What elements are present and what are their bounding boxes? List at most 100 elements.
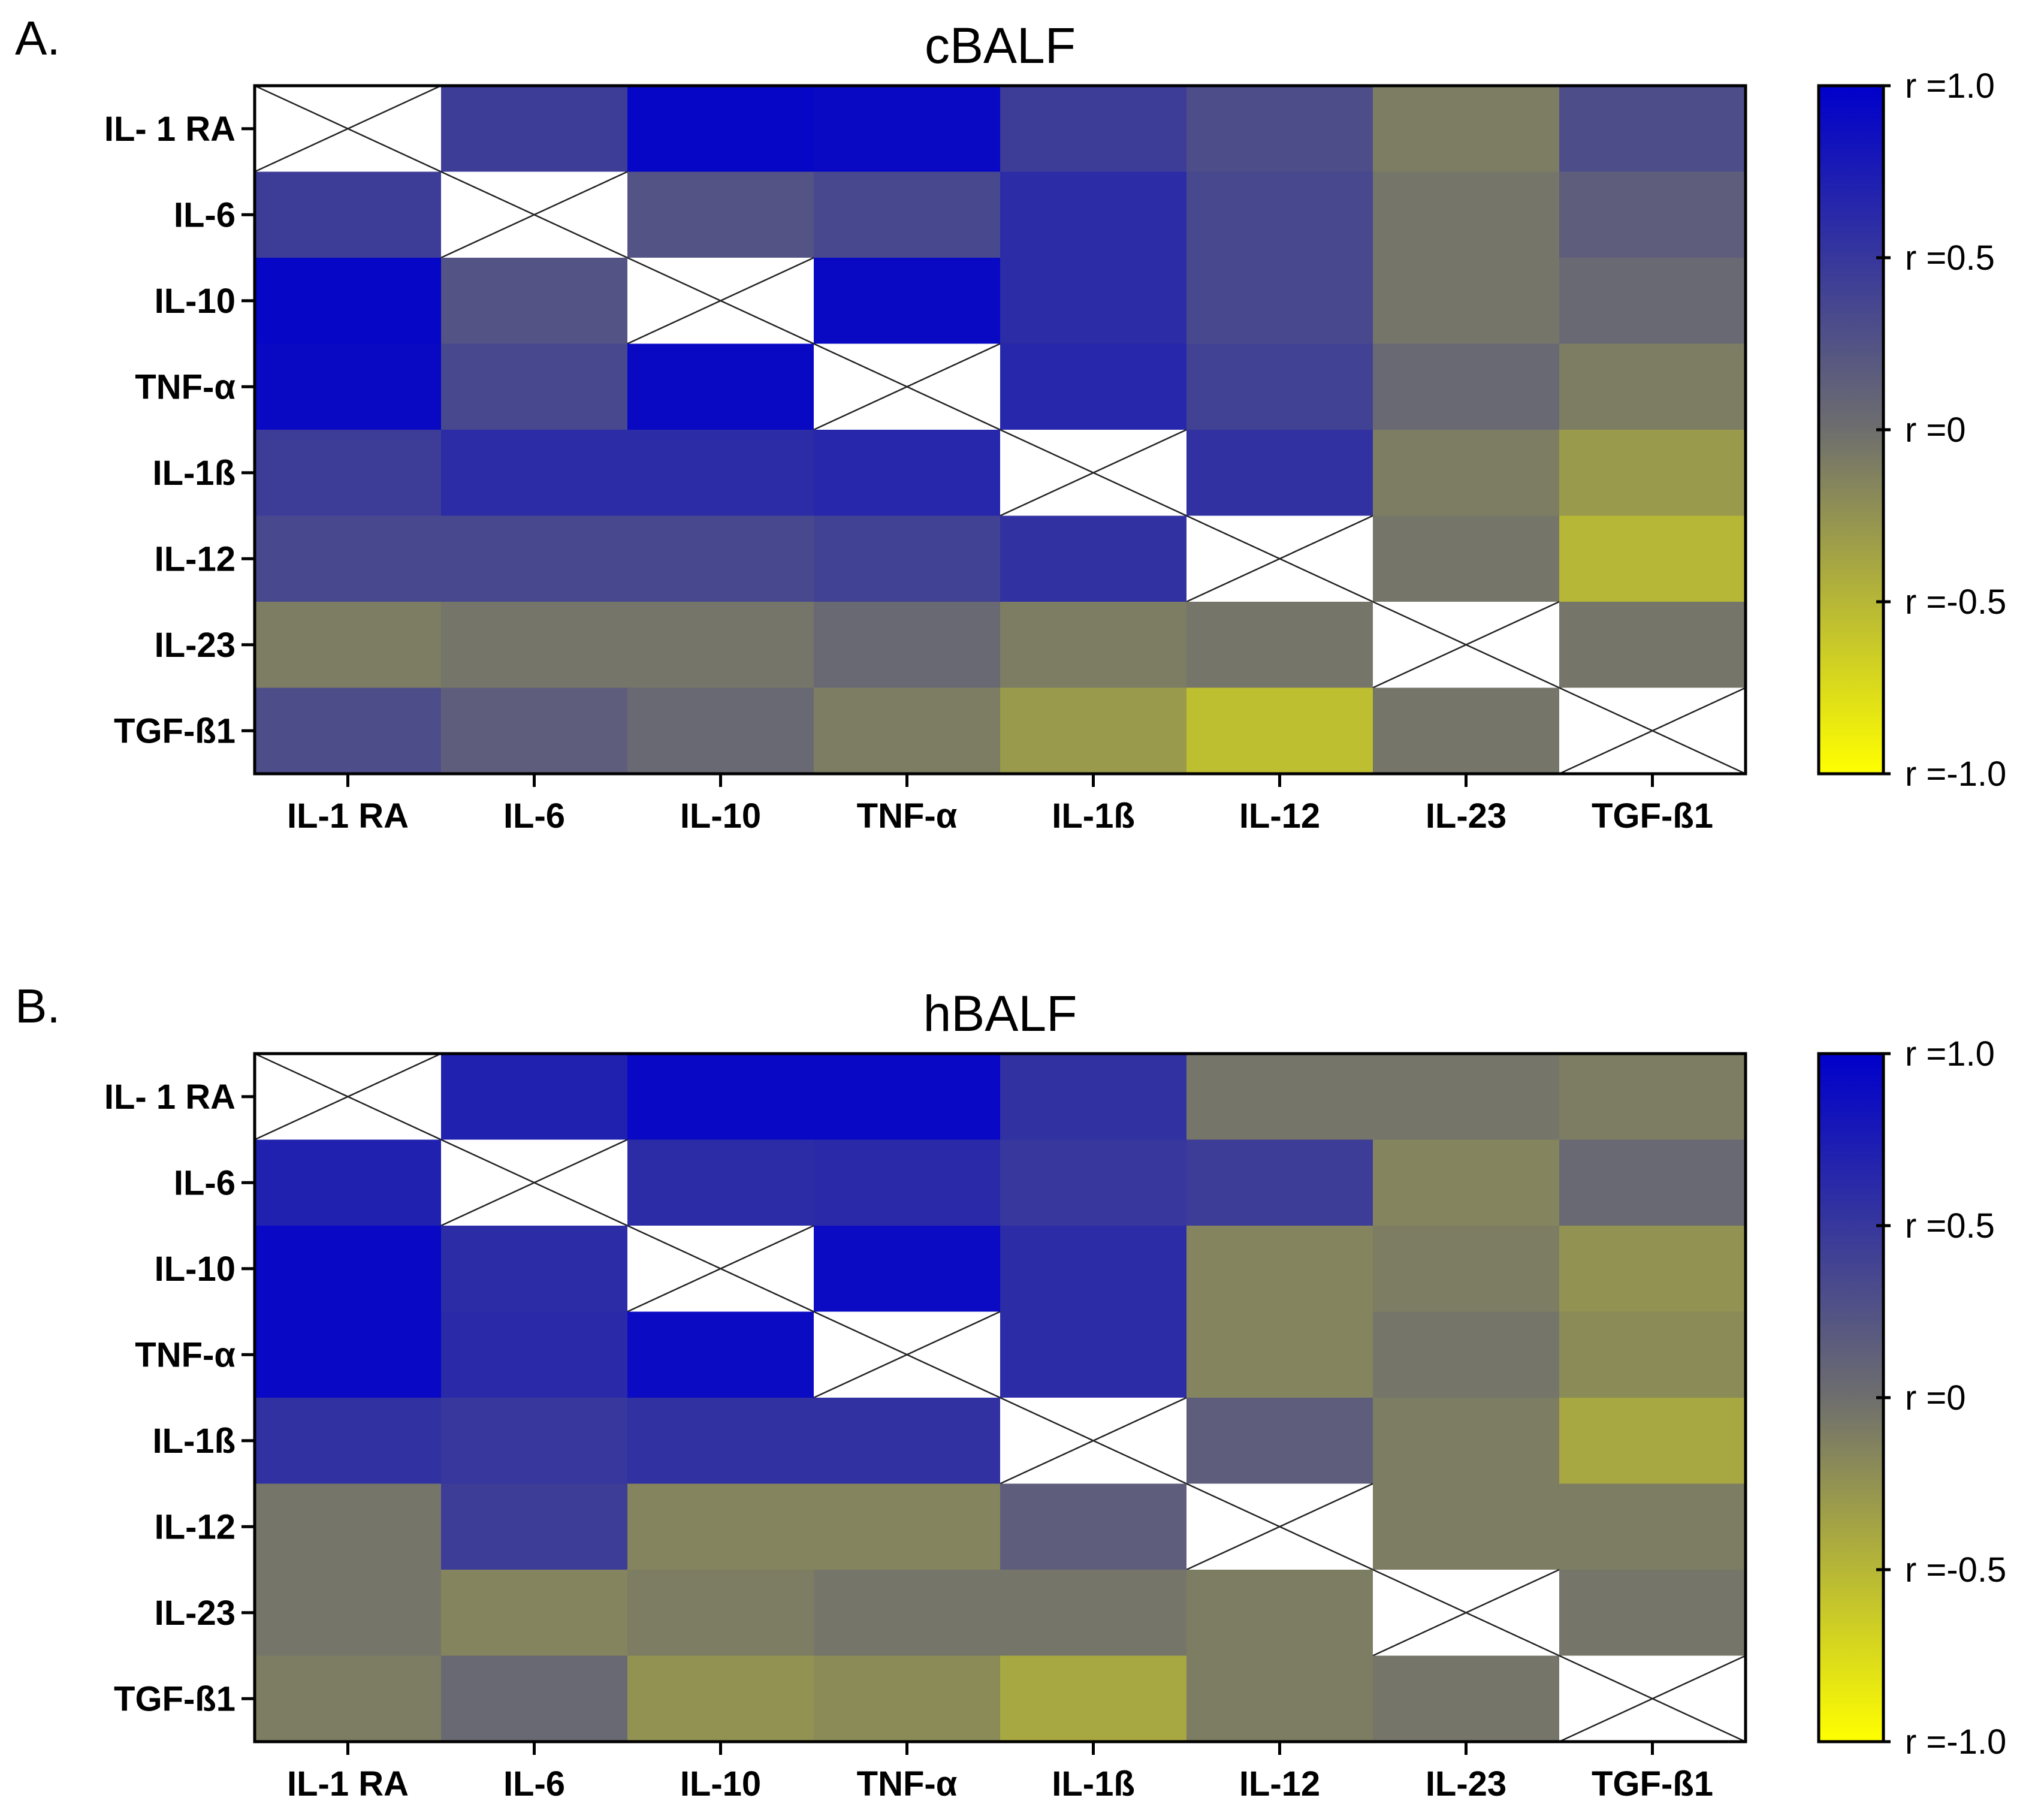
heatmap-cell <box>1559 171 1746 258</box>
heatmap-cell <box>255 1655 442 1742</box>
heatmap-cell <box>1373 1054 1560 1140</box>
heatmap-cell <box>1373 86 1560 172</box>
col-label: IL-12 <box>1239 797 1320 835</box>
col-label: IL-6 <box>503 1764 565 1803</box>
heatmap-cell <box>255 1226 442 1312</box>
colorbar-label: r =0.5 <box>1905 239 1995 277</box>
colorbar-label: r =1.0 <box>1905 1034 1995 1073</box>
heatmap-cell <box>814 1570 1001 1656</box>
row-label: IL-23 <box>155 626 236 665</box>
heatmap-cell <box>255 1311 442 1398</box>
heatmap-cell <box>1559 1226 1746 1312</box>
heatmap-cell <box>627 602 814 688</box>
heatmap-cell <box>814 1226 1001 1312</box>
heatmap-cell <box>255 687 442 774</box>
colorbar-label: r =1.0 <box>1905 67 1995 105</box>
diagonal-cross-line <box>627 257 814 345</box>
heatmap-cell <box>441 1570 628 1656</box>
heatmap-cell <box>441 86 628 172</box>
heatmap-cell <box>1559 602 1746 688</box>
heatmap-cell <box>814 1054 1001 1140</box>
diagonal-cross-line <box>254 1052 442 1141</box>
heatmap-cell <box>1186 86 1373 172</box>
col-label: TNF-α <box>857 1764 958 1803</box>
diagonal-cross-line <box>813 1311 1001 1399</box>
heatmap-cell <box>1373 1398 1560 1484</box>
colorbar <box>1817 1052 1885 1743</box>
heatmap-cell <box>1559 1311 1746 1398</box>
row-label: TNF-α <box>135 367 236 406</box>
heatmap-cell <box>814 171 1001 258</box>
heatmap-cell <box>627 1054 814 1140</box>
col-label: IL-10 <box>680 797 761 835</box>
heatmap-cell <box>814 687 1001 774</box>
heatmap-cell <box>814 430 1001 516</box>
heatmap-cell <box>441 515 628 602</box>
heatmap-cell <box>814 1398 1001 1484</box>
heatmap-cell <box>627 1311 814 1398</box>
row-label: TGF-ß1 <box>114 1679 236 1718</box>
heatmap-cell <box>1559 258 1746 344</box>
heatmap-cell <box>255 343 442 430</box>
heatmap-cell <box>627 86 814 172</box>
row-label: IL-6 <box>174 1163 236 1202</box>
heatmap-cell <box>627 687 814 774</box>
row-label: IL-1ß <box>152 1422 236 1461</box>
diagonal-cross-line <box>1186 1483 1373 1571</box>
col-label: IL-23 <box>1426 1764 1506 1803</box>
heatmap-cell <box>627 171 814 258</box>
diagonal-cross-line <box>440 171 628 259</box>
heatmap-cell <box>1186 1054 1373 1140</box>
row-label: IL-10 <box>155 282 236 321</box>
heatmap-cell <box>1559 430 1746 516</box>
heatmap-cell <box>1000 171 1187 258</box>
colorbar-label: r =-1.0 <box>1905 1722 2006 1761</box>
colorbar-label: r =0.5 <box>1905 1206 1995 1245</box>
row-label: TGF-ß1 <box>114 711 236 750</box>
row-label: IL- 1 RA <box>104 110 236 149</box>
heatmap-cell <box>1559 1139 1746 1226</box>
col-label: IL-6 <box>503 797 565 835</box>
heatmap-cell <box>1373 171 1560 258</box>
heatmap-cell <box>1559 86 1746 172</box>
heatmap-cell <box>1186 1655 1373 1742</box>
col-label: TGF-ß1 <box>1592 797 1713 835</box>
row-label: IL-12 <box>155 1507 236 1546</box>
heatmap-cell <box>441 1655 628 1742</box>
heatmap-cell <box>814 602 1001 688</box>
heatmap-cell <box>441 1311 628 1398</box>
heatmap-cell <box>1186 1311 1373 1398</box>
heatmap-cell <box>255 1570 442 1656</box>
heatmap-cell <box>1559 1483 1746 1570</box>
heatmap-cell <box>1373 1655 1560 1742</box>
heatmap-cell <box>1373 1311 1560 1398</box>
diagonal-cross-line <box>1372 1568 1560 1657</box>
heatmap-cell <box>1186 430 1373 516</box>
heatmap-cell <box>627 430 814 516</box>
heatmap-cell <box>814 86 1001 172</box>
heatmap-cell <box>1000 1139 1187 1226</box>
heatmap-cell <box>1373 343 1560 430</box>
colorbar <box>1817 84 1885 776</box>
heatmap-cell <box>1373 258 1560 344</box>
heatmap-cell <box>1559 1398 1746 1484</box>
diagonal-cross-line <box>1186 515 1373 603</box>
colorbar-label: r =-1.0 <box>1905 755 2006 794</box>
heatmap-cell <box>441 1054 628 1140</box>
heatmap-cell <box>1186 602 1373 688</box>
heatmap-cell <box>1373 430 1560 516</box>
row-label: IL-12 <box>155 539 236 578</box>
heatmap-cell <box>1000 1226 1187 1312</box>
panel-a: A. cBALF IL- 1 RA IL-6 IL-10 TNF-α IL-1ß IL-12 I… <box>15 11 2006 835</box>
heatmap-cell <box>1000 1054 1187 1140</box>
heatmap-cell <box>1559 515 1746 602</box>
heatmap-cell <box>255 515 442 602</box>
heatmap-cell <box>627 343 814 430</box>
heatmap-cell <box>255 1483 442 1570</box>
heatmap-cell <box>627 1570 814 1656</box>
col-label: IL-23 <box>1426 797 1506 835</box>
heatmap-cell <box>1559 1054 1746 1140</box>
heatmap-cell <box>1186 171 1373 258</box>
heatmap-cell <box>1373 1226 1560 1312</box>
